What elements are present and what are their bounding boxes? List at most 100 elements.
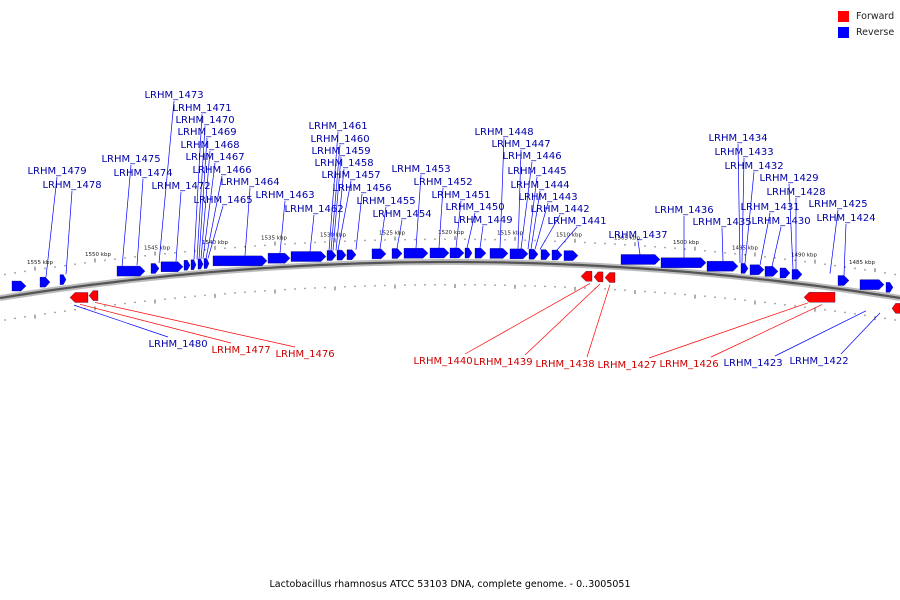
gene-label: LRHM_1480 xyxy=(148,339,207,350)
leader-line xyxy=(455,200,462,249)
reverse-gene-arrow xyxy=(346,249,357,260)
kbp-ticks: 1555 kbp 1550 kbp 1545 kbp 1540 kbp 1535 kbp… xyxy=(4,230,896,321)
kbp-tick-label: 1490 kbp xyxy=(791,252,817,258)
leader-line xyxy=(121,164,132,268)
reverse-gene-arrow xyxy=(391,248,403,259)
gene-label: LRHM_1438 xyxy=(535,359,594,370)
leader-line xyxy=(73,304,169,338)
kbp-tick-label: 1555 kbp xyxy=(27,260,53,266)
forward-gene-arrow xyxy=(803,292,836,303)
reverse-gene-arrow xyxy=(540,249,551,260)
reverse-gene-arrow xyxy=(336,249,347,261)
gene-label: LRHM_1429 xyxy=(759,173,818,184)
gene-label: LRHM_1458 xyxy=(314,158,373,169)
gene-label: LRHM_1477 xyxy=(211,345,270,356)
leader-line xyxy=(438,187,444,249)
gene-label: LRHM_1427 xyxy=(597,360,656,371)
leader-line xyxy=(517,149,522,249)
gene-label: LRHM_1468 xyxy=(180,140,239,151)
gene-label: LRHM_1432 xyxy=(724,161,783,172)
gene-label: LRHM_1462 xyxy=(284,204,343,215)
leader-line xyxy=(744,171,755,264)
leader-line xyxy=(193,113,203,260)
gene-label: LRHM_1434 xyxy=(708,133,767,144)
reverse-gene-arrow xyxy=(563,250,579,261)
reverse-gene-arrow xyxy=(509,248,529,259)
reverse-gene-arrow xyxy=(403,248,429,259)
reverse-gene-arrow xyxy=(116,265,146,277)
leader-line xyxy=(527,176,538,250)
reverse-gene-arrow xyxy=(551,249,563,261)
leader-line xyxy=(332,156,342,251)
reverse-gene-arrow xyxy=(59,274,67,285)
gene-label: LRHM_1470 xyxy=(175,115,234,126)
gene-label: LRHM_1441 xyxy=(547,216,606,227)
gene-label: LRHM_1433 xyxy=(714,147,773,158)
leader-line xyxy=(158,100,175,264)
gene-label: LRHM_1444 xyxy=(510,180,569,191)
legend-label-reverse: Reverse xyxy=(856,27,895,38)
legend: Forward Reverse xyxy=(838,9,894,41)
gene-label: LRHM_1424 xyxy=(816,213,875,224)
leader-line xyxy=(710,304,823,358)
leader-line xyxy=(328,131,339,251)
reverse-gene-arrow xyxy=(749,264,765,275)
kbp-tick-label: 1540 kbp xyxy=(202,240,228,246)
gene-label: LRHM_1428 xyxy=(766,187,825,198)
kbp-tick-label: 1520 kbp xyxy=(438,230,464,236)
gene-label: LRHM_1469 xyxy=(177,127,236,138)
gene-label: LRHM_1436 xyxy=(654,205,713,216)
gene-label: LRHM_1445 xyxy=(507,166,566,177)
leader-line xyxy=(539,214,561,250)
leader-line xyxy=(534,202,549,250)
leader-line xyxy=(788,183,794,269)
reverse-gene-arrow xyxy=(464,247,473,259)
gene-label: LRHM_1460 xyxy=(310,134,369,145)
gene-label: LRHM_1473 xyxy=(144,90,203,101)
forward-gene-arrow xyxy=(69,292,89,303)
legend-swatch-forward xyxy=(838,11,849,22)
gene-label: LRHM_1479 xyxy=(27,166,86,177)
gene-label: LRHM_1439 xyxy=(473,357,532,368)
reverse-gene-arrow xyxy=(183,260,191,271)
gene-label: LRHM_1430 xyxy=(751,216,810,227)
gene-label: LRHM_1466 xyxy=(192,165,251,176)
gene-label: LRHM_1448 xyxy=(474,127,533,138)
leader-line xyxy=(244,187,251,256)
gene-labels: LRHM_1479 LRHM_1478 LRHM_1475 LRHM_1474 LRHM… xyxy=(27,90,875,371)
gene-label: LRHM_1461 xyxy=(308,121,367,132)
leader-line xyxy=(771,226,782,267)
leader-line xyxy=(829,209,839,274)
gene-label: LRHM_1435 xyxy=(692,217,751,228)
kbp-tick-label: 1545 kbp xyxy=(144,245,170,251)
legend-swatch-reverse xyxy=(838,27,849,38)
reverse-gene-arrow xyxy=(660,257,707,268)
leader-line xyxy=(94,302,296,348)
reverse-gene-arrow xyxy=(474,248,487,259)
leader-line xyxy=(355,193,363,250)
leader-line xyxy=(520,161,533,249)
reverse-gene-arrow xyxy=(160,261,184,272)
reverse-gene-arrow xyxy=(203,258,210,269)
gene-label: LRHM_1446 xyxy=(502,151,561,162)
gene-label: LRHM_1456 xyxy=(332,183,391,194)
kbp-tick-label: 1500 kbp xyxy=(673,240,699,246)
leader-line xyxy=(464,283,591,355)
leader-line xyxy=(499,137,505,249)
reverse-gene-arrow xyxy=(489,248,509,259)
kbp-tick-label: 1525 kbp xyxy=(379,231,405,237)
gene-label: LRHM_1474 xyxy=(113,168,172,179)
gene-label: LRHM_1423 xyxy=(723,358,782,369)
leader-line xyxy=(198,137,208,260)
reverse-gene-arrow xyxy=(39,277,51,288)
leader-line xyxy=(741,157,745,264)
kbp-tick-label: 1485 kbp xyxy=(849,260,875,266)
leader-line xyxy=(330,144,341,251)
leader-line xyxy=(279,200,286,254)
legend-item-reverse: Reverse xyxy=(838,25,894,40)
gene-label: LRHM_1452 xyxy=(413,177,472,188)
gene-label: LRHM_1467 xyxy=(185,152,244,163)
gene-label: LRHM_1449 xyxy=(453,215,512,226)
gene-label: LRHM_1476 xyxy=(275,349,334,360)
